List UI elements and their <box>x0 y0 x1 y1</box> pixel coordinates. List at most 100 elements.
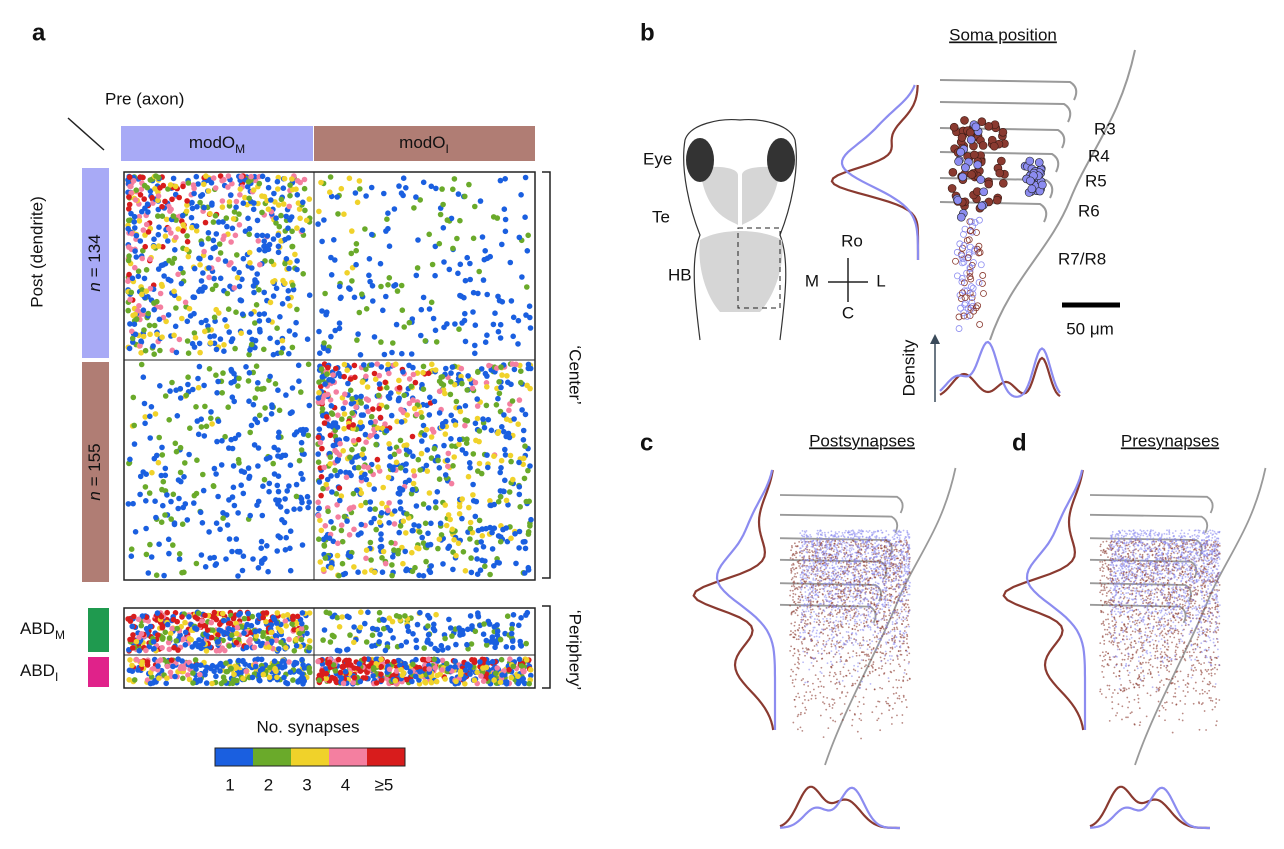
synapse-dot <box>315 658 321 665</box>
synapse-dot <box>347 553 354 560</box>
synapse-dot <box>283 255 290 262</box>
synapse-dot <box>425 656 432 663</box>
synapse-dot <box>132 331 139 338</box>
synapse-dot <box>391 547 397 553</box>
synapse-cloud <box>789 529 911 740</box>
point <box>864 582 867 585</box>
synapse-dot <box>183 246 190 253</box>
synapse-dot <box>470 289 477 296</box>
synapse-dot <box>183 392 190 399</box>
synapse-dot <box>429 261 436 268</box>
point <box>860 545 862 547</box>
synapse-dot <box>269 638 275 645</box>
synapse-dot <box>437 211 444 218</box>
synapse-dot <box>197 262 203 268</box>
synapse-dot <box>225 173 232 179</box>
synapse-dot <box>127 636 133 643</box>
synapse-dot <box>217 668 223 674</box>
synapse-dot <box>225 404 231 411</box>
synapse-dot <box>191 492 198 499</box>
synapse-dot <box>226 536 233 542</box>
point <box>868 655 870 658</box>
synapse-dot <box>495 533 502 539</box>
synapse-dot <box>487 571 493 578</box>
synapse-dot <box>480 416 486 422</box>
synapse-dot <box>222 317 228 323</box>
point <box>836 584 838 587</box>
synapse-dot <box>226 643 233 649</box>
synapse-dot <box>459 380 465 387</box>
synapse-dot <box>251 200 257 206</box>
synapse-dot <box>218 680 225 687</box>
synapse-dot <box>128 546 135 552</box>
synapse-dot <box>232 345 238 352</box>
synapse-dot <box>458 365 465 372</box>
soma <box>966 312 974 320</box>
point <box>875 635 878 637</box>
synapse-dot <box>127 321 133 327</box>
synapse-dot <box>232 232 239 239</box>
synapse-dot <box>374 425 381 431</box>
synapse-dot <box>382 560 389 567</box>
synapse-dot <box>230 216 237 222</box>
synapse-dot <box>131 219 137 225</box>
synapse-dot <box>295 679 301 685</box>
synapse-dot <box>166 203 172 210</box>
point <box>798 662 800 665</box>
soma <box>967 283 975 291</box>
synapse-dot <box>354 337 360 343</box>
synapse-dot <box>524 382 530 389</box>
synapse-dot <box>398 666 405 673</box>
point <box>903 608 906 611</box>
point <box>885 615 887 618</box>
point <box>905 625 908 628</box>
synapse-dot <box>518 192 524 198</box>
point <box>870 586 873 589</box>
synapse-dot <box>273 220 279 226</box>
synapse-dot <box>300 476 306 482</box>
synapse-dot <box>358 521 365 528</box>
synapse-dot <box>455 191 462 197</box>
synapse-dot <box>167 630 174 637</box>
synapse-dot <box>448 215 455 222</box>
synapse-dot <box>197 671 203 678</box>
synapse-dot <box>125 501 132 507</box>
synapse-dot <box>329 674 335 681</box>
synapse-dot <box>238 468 245 474</box>
synapse-dot <box>294 225 300 231</box>
panel-label: a <box>32 19 46 46</box>
synapse-dot <box>267 373 273 380</box>
synapse-dot <box>478 673 484 679</box>
point <box>809 583 812 586</box>
synapse-dot <box>252 320 258 326</box>
point <box>847 563 850 566</box>
synapse-dot <box>205 235 212 242</box>
center-label: ‘Center’ <box>566 345 585 404</box>
point <box>790 585 793 588</box>
header-bar <box>121 126 313 161</box>
synapse-dot <box>267 299 274 306</box>
synapse-dot <box>391 206 398 212</box>
synapse-dot <box>317 517 323 524</box>
synapse-dot <box>474 403 481 409</box>
synapse-dot <box>420 179 427 186</box>
synapse-dot <box>444 217 451 223</box>
point <box>796 572 799 574</box>
point <box>866 655 868 657</box>
point <box>793 554 796 557</box>
synapse-dot <box>224 223 230 230</box>
synapse-dot <box>414 621 421 628</box>
synapse-dot <box>128 210 134 217</box>
synapse-dot <box>396 384 403 391</box>
point <box>893 549 896 551</box>
soma <box>999 178 1008 188</box>
point <box>884 572 887 574</box>
synapse-dot <box>189 663 195 669</box>
point <box>901 634 904 637</box>
synapse-dot <box>422 338 429 344</box>
synapse-dot <box>353 404 359 411</box>
synapse-dot <box>180 228 186 234</box>
point <box>822 578 825 581</box>
synapse-dot <box>378 364 385 370</box>
synapse-dot <box>321 627 328 633</box>
